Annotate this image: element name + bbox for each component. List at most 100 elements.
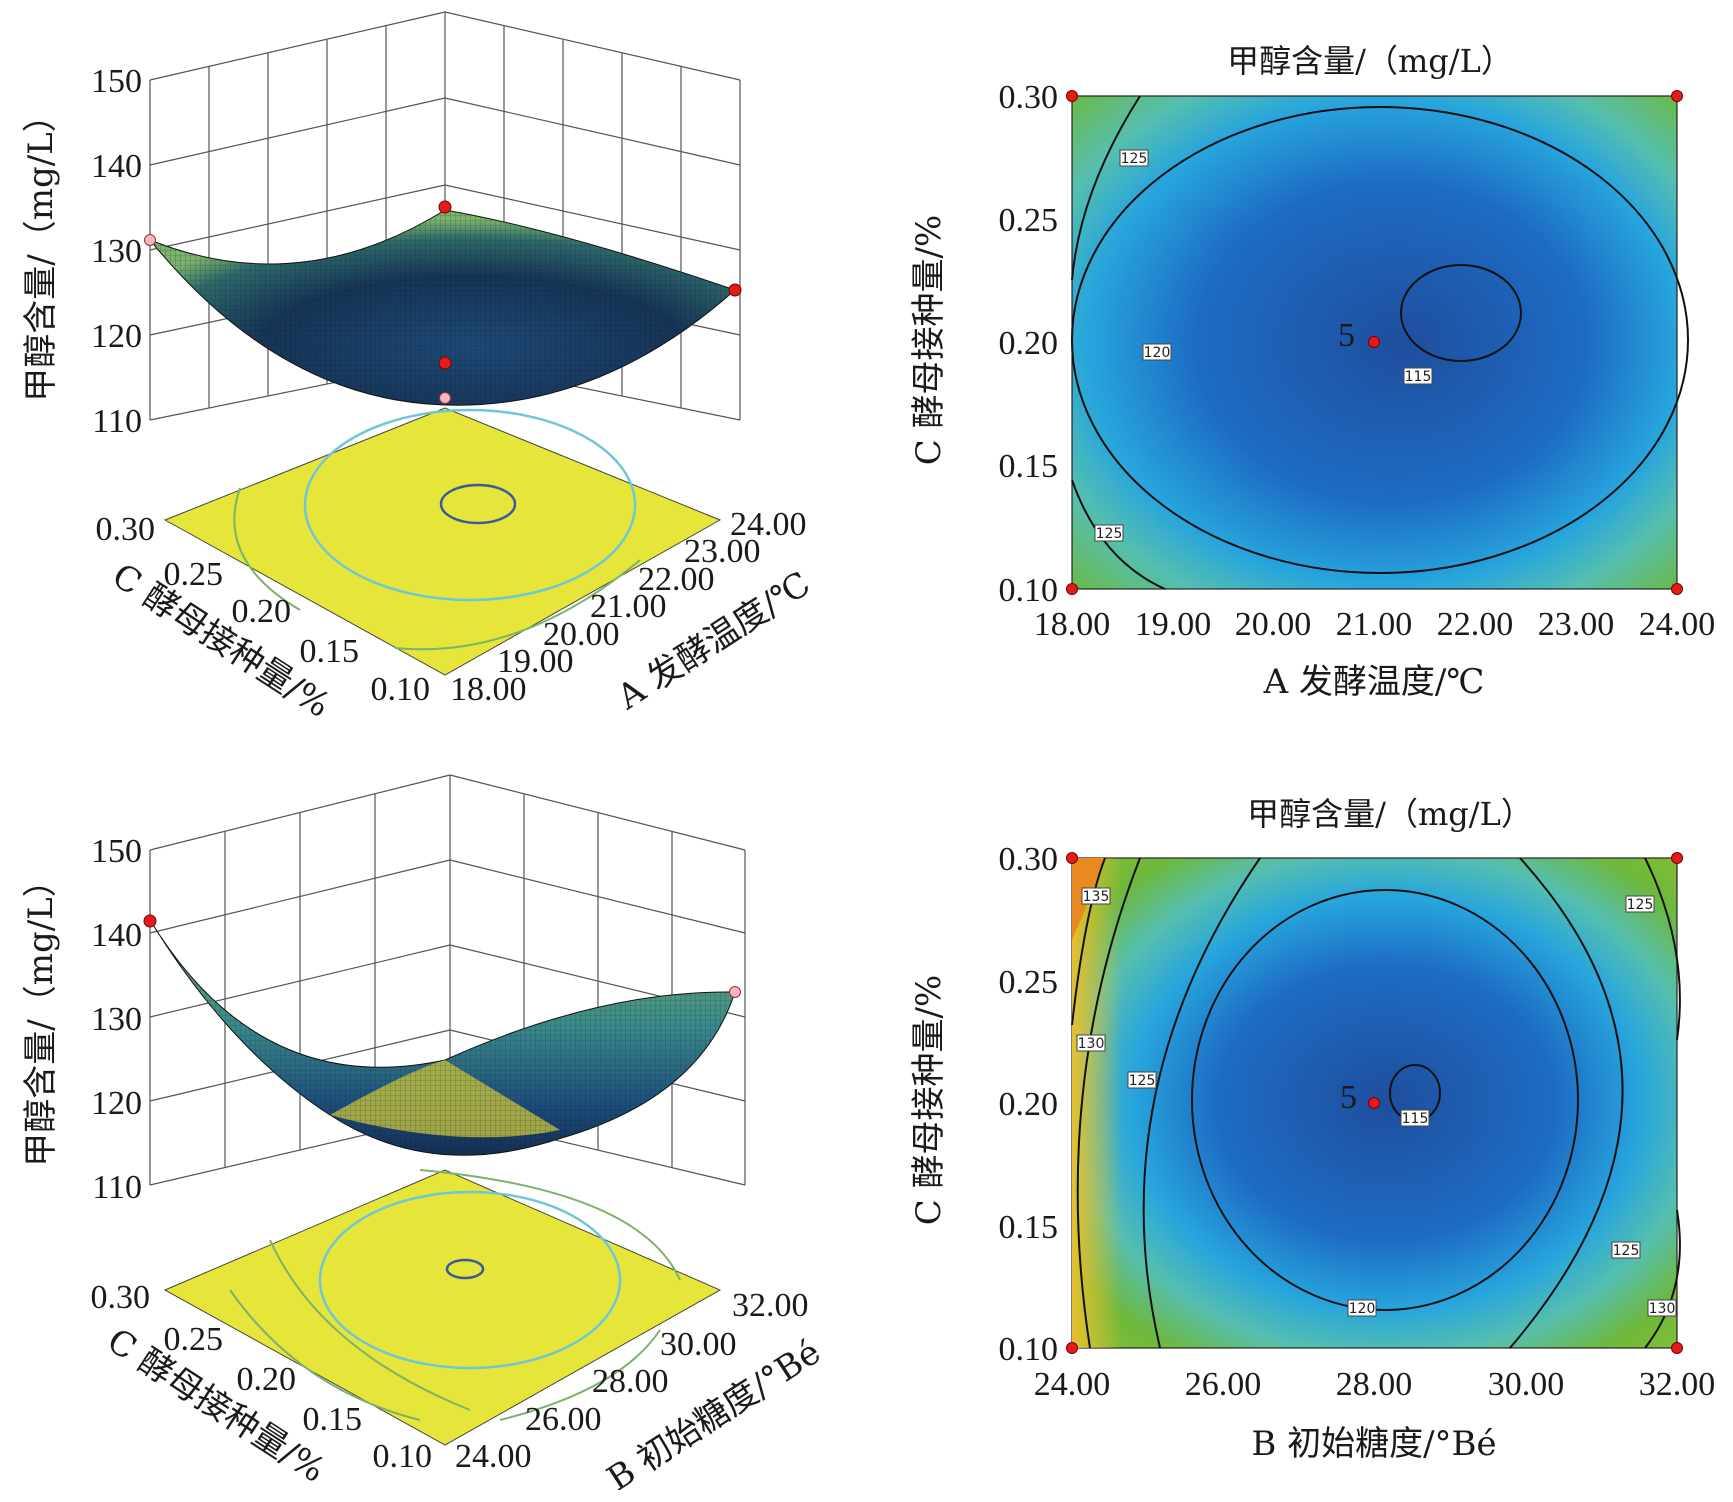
contour-plot-b-c: 甲醇含量/（mg/L） 135 130 125 115 120 125 125 … — [900, 790, 1720, 1490]
x-tick-label: 22.00 — [1437, 606, 1514, 643]
c-tick-label: 0.10 — [371, 671, 431, 708]
contour-label: 125 — [1627, 897, 1654, 913]
contour-labels: 125 120 115 125 — [1094, 149, 1433, 542]
y-tick-label: 0.30 — [999, 79, 1059, 116]
contour-label: 135 — [1083, 889, 1110, 905]
x-axis: 24.00 26.00 28.00 30.00 32.00 B 初始糖度/°Bé — [1034, 1366, 1716, 1464]
y-tick-label: 0.15 — [999, 448, 1059, 485]
b-tick-label: 26.00 — [525, 1401, 602, 1438]
c-tick-label: 0.25 — [164, 556, 224, 593]
z-axis-title: 甲醇含量/（mg/L） — [21, 863, 61, 1167]
a-tick-label: 22.00 — [638, 561, 715, 598]
z-tick-label: 150 — [91, 833, 142, 870]
a-tick-label: 21.00 — [590, 588, 667, 625]
y-tick-label: 0.10 — [999, 1331, 1059, 1368]
contour-lines — [1071, 95, 1689, 590]
surface-plot-a-c: 150 140 130 120 110 甲醇含量/（mg/L） 0.30 0.2… — [0, 0, 820, 750]
center-point-label: 5 — [1340, 1079, 1357, 1116]
a-tick-label: 24.00 — [730, 506, 807, 543]
x-tick-label: 24.00 — [1034, 1366, 1111, 1403]
chart-title: 甲醇含量/（mg/L） — [1227, 42, 1513, 80]
floor-contour-plane — [163, 407, 722, 676]
z-tick-label: 110 — [92, 403, 142, 440]
contour-label: 125 — [1613, 1243, 1640, 1259]
design-points: 5 — [1066, 852, 1683, 1354]
b-tick-label: 30.00 — [660, 1326, 737, 1363]
x-tick-label: 28.00 — [1336, 1366, 1413, 1403]
x-axis-title: A 发酵温度/℃ — [1263, 662, 1485, 702]
contour-label: 125 — [1129, 1073, 1156, 1089]
y-axis-title: C 酵母接种量/% — [909, 215, 949, 466]
design-point — [439, 392, 451, 404]
a-tick-label: 19.00 — [497, 643, 574, 680]
y-tick-label: 0.20 — [999, 1086, 1059, 1123]
y-tick-label: 0.10 — [999, 572, 1059, 609]
z-tick-label: 120 — [91, 318, 142, 355]
x-tick-label: 26.00 — [1185, 1366, 1262, 1403]
contour-plot-a-c: 甲醇含量/（mg/L） 125 120 115 125 5 0.30 0.25 … — [900, 30, 1720, 720]
design-points: 5 — [1066, 90, 1683, 595]
design-point — [438, 200, 452, 214]
y-tick-label: 0.30 — [999, 841, 1059, 878]
x-tick-label: 19.00 — [1135, 606, 1212, 643]
a-tick-label: 23.00 — [684, 533, 761, 570]
y-axis-title: C 酵母接种量/% — [909, 975, 949, 1226]
contour-label: 125 — [1096, 526, 1123, 542]
contour-label: 120 — [1349, 1301, 1376, 1317]
b-tick-label: 32.00 — [732, 1287, 809, 1324]
z-tick-label: 140 — [91, 148, 142, 185]
z-axis: 150 140 130 120 110 甲醇含量/（mg/L） — [21, 833, 142, 1206]
x-tick-label: 32.00 — [1639, 1366, 1716, 1403]
contour-lines — [1071, 857, 1681, 1349]
z-tick-label: 130 — [91, 1001, 142, 1038]
contour-labels: 135 130 125 115 120 125 125 130 — [1076, 887, 1677, 1317]
z-tick-label: 150 — [91, 63, 142, 100]
y-tick-label: 0.25 — [999, 202, 1059, 239]
chart-title: 甲醇含量/（mg/L） — [1247, 795, 1533, 833]
c-tick-label: 0.10 — [373, 1438, 433, 1475]
center-point-label: 5 — [1338, 317, 1355, 354]
design-point — [728, 283, 742, 297]
floor-contours — [229, 1169, 681, 1421]
floor-contours — [233, 408, 641, 651]
c-tick-label: 0.20 — [232, 593, 292, 630]
y-tick-label: 0.25 — [999, 964, 1059, 1001]
x-tick-label: 20.00 — [1235, 606, 1312, 643]
surface-plot-a-c-svg: 150 140 130 120 110 甲醇含量/（mg/L） 0.30 0.2… — [21, 11, 818, 726]
surface-mesh — [150, 920, 735, 1156]
b-tick-label: 24.00 — [455, 1438, 532, 1475]
x-tick-label: 30.00 — [1488, 1366, 1565, 1403]
contour-label: 125 — [1121, 151, 1148, 167]
contour-label: 130 — [1649, 1301, 1676, 1317]
x-tick-label: 18.00 — [1034, 606, 1111, 643]
contour-plot-b-c-svg: 甲醇含量/（mg/L） 135 130 125 115 120 125 125 … — [909, 795, 1716, 1464]
contour-label: 115 — [1402, 1111, 1429, 1127]
design-point — [729, 986, 741, 998]
surface-plot-b-c: 150 140 130 120 110 甲醇含量/（mg/L） 0.30 0.2… — [0, 770, 860, 1490]
x-tick-label: 21.00 — [1336, 606, 1413, 643]
z-tick-label: 110 — [92, 1169, 142, 1206]
a-tick-label: 20.00 — [543, 616, 620, 653]
z-tick-label: 120 — [91, 1085, 142, 1122]
y-axis: 0.30 0.25 0.20 0.15 0.10 C 酵母接种量/% — [909, 79, 1058, 609]
design-point — [438, 356, 452, 370]
c-tick-label: 0.15 — [300, 633, 360, 670]
x-tick-label: 23.00 — [1538, 606, 1615, 643]
c-tick-label: 0.15 — [303, 1401, 363, 1438]
y-axis: 0.30 0.25 0.20 0.15 0.10 C 酵母接种量/% — [909, 841, 1058, 1368]
contour-plot-a-c-svg: 甲醇含量/（mg/L） 125 120 115 125 5 0.30 0.25 … — [909, 42, 1716, 702]
c-tick-label: 0.20 — [237, 1361, 297, 1398]
contour-label: 115 — [1405, 369, 1432, 385]
design-point — [144, 234, 156, 246]
floor-contour-plane — [163, 1169, 722, 1446]
y-tick-label: 0.15 — [999, 1209, 1059, 1246]
contour-label: 120 — [1144, 345, 1171, 361]
x-axis: 18.00 19.00 20.00 21.00 22.00 23.00 24.0… — [1034, 606, 1716, 702]
z-axis: 150 140 130 120 110 甲醇含量/（mg/L） — [21, 63, 142, 440]
a-tick-label: 18.00 — [450, 671, 527, 708]
design-point — [143, 914, 157, 928]
c-tick-label: 0.30 — [96, 511, 156, 548]
contour-label: 130 — [1078, 1036, 1105, 1052]
z-axis-title: 甲醇含量/（mg/L） — [21, 98, 61, 402]
x-tick-label: 24.00 — [1639, 606, 1716, 643]
